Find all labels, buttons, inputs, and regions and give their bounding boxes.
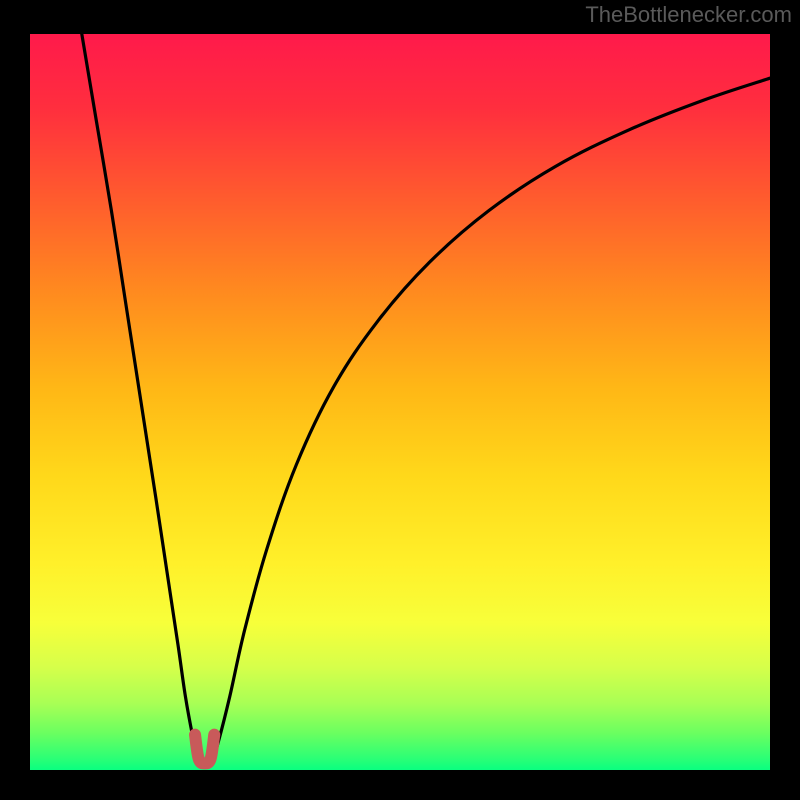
chart-svg [0,0,800,800]
chart-frame: TheBottlenecker.com [0,0,800,800]
watermark-text: TheBottlenecker.com [585,2,792,28]
